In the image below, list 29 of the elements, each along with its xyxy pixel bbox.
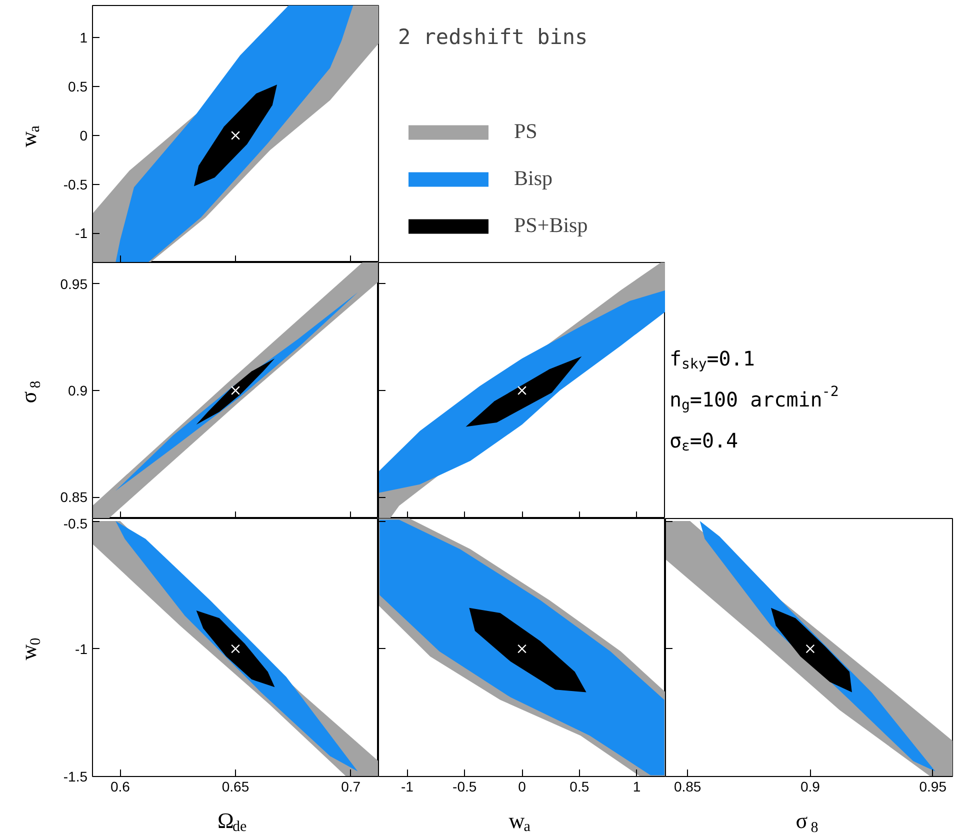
x-tick-label: 0.85 bbox=[674, 778, 702, 794]
x-tick-label: 0.95 bbox=[919, 778, 947, 794]
y-tick-label: -0.5 bbox=[63, 516, 88, 532]
y-tick-label: 0 bbox=[80, 127, 88, 144]
legend-label: Bisp bbox=[514, 166, 553, 191]
x-tick-label: 0.6 bbox=[110, 778, 130, 794]
y-tick-label: 0.9 bbox=[68, 382, 88, 398]
y-tick-label: -1 bbox=[75, 225, 88, 242]
x-tick-label: 0.5 bbox=[570, 778, 590, 794]
y-tick-label: -1 bbox=[75, 640, 88, 657]
y-tick-label: -1.5 bbox=[63, 768, 88, 784]
legend-label: PS+Bisp bbox=[514, 213, 588, 238]
y-tick-label: 0.95 bbox=[60, 276, 88, 292]
x-tick-label: 0.7 bbox=[341, 778, 361, 794]
x-tick-label: 0 bbox=[518, 778, 526, 794]
legend-label: PS bbox=[514, 119, 538, 144]
y-tick-label: 0.5 bbox=[68, 78, 88, 95]
x-tick-label: -1 bbox=[400, 778, 414, 794]
y-tick-label: -0.5 bbox=[63, 176, 88, 192]
x-tick-label: 0.9 bbox=[800, 778, 820, 794]
y-axis-title: σ8 bbox=[16, 380, 44, 404]
x-tick-label: 1 bbox=[632, 778, 641, 794]
x-tick-label: 0.65 bbox=[222, 778, 250, 794]
x-tick-label: -0.5 bbox=[452, 778, 477, 794]
y-axis-title: wa bbox=[16, 125, 44, 148]
y-tick-label: 1 bbox=[80, 30, 88, 46]
y-tick-label: 0.85 bbox=[60, 489, 88, 506]
legend-title: 2 redshift bins bbox=[398, 25, 588, 49]
y-axis-title: w0 bbox=[16, 638, 44, 660]
